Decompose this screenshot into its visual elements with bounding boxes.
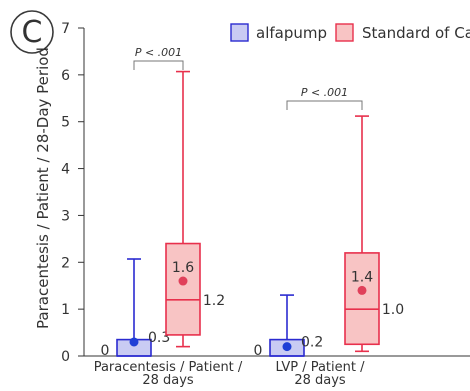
y-tick-label: 1 (61, 302, 70, 318)
legend-swatch-standard-of-care (335, 23, 354, 42)
mean-marker (282, 342, 292, 352)
legend-label-alfapump: alfapump (256, 24, 327, 42)
legend-label-standard-of-care: Standard of Care (362, 24, 470, 42)
y-tick-label: 7 (61, 21, 70, 37)
x-category-label: 28 days (142, 373, 194, 388)
y-tick-label: 3 (61, 208, 70, 224)
y-tick-label: 2 (61, 255, 70, 271)
mean-marker (129, 337, 139, 347)
median-label: 0 (254, 343, 263, 359)
mean-label: 0.3 (148, 330, 170, 346)
legend: alfapump Standard of Care (230, 23, 470, 42)
significance-bracket (286, 100, 363, 110)
y-tick-label: 0 (61, 349, 70, 365)
median-label: 1.2 (203, 293, 225, 309)
x-category-label: 28 days (294, 373, 346, 388)
mean-label: 1.4 (351, 269, 373, 285)
significance-bracket (133, 60, 184, 70)
significance-label: P < .001 (135, 46, 182, 59)
panel-label-text: C (22, 15, 43, 50)
iqr-box (344, 252, 380, 346)
x-category-label: Paracentesis / Patient / (94, 360, 243, 375)
legend-swatch-alfapump (230, 23, 249, 42)
panel-label-circle (10, 10, 54, 54)
x-category-label: LVP / Patient / (276, 360, 366, 375)
y-axis-label: Paracentesis / Patient / 28-Day Period (34, 47, 52, 329)
y-tick-label: 4 (61, 162, 70, 178)
y-tick-label: 6 (61, 68, 70, 84)
mean-label: 0.2 (301, 335, 323, 351)
mean-marker (178, 276, 188, 286)
panel-label: C (10, 10, 54, 54)
y-tick-label: 5 (61, 115, 70, 131)
median-label: 1.0 (382, 302, 404, 318)
median-label: 0 (101, 343, 110, 359)
significance-label: P < .001 (301, 86, 348, 99)
mean-label: 1.6 (172, 260, 194, 276)
mean-marker (357, 285, 367, 295)
iqr-box (165, 242, 201, 336)
